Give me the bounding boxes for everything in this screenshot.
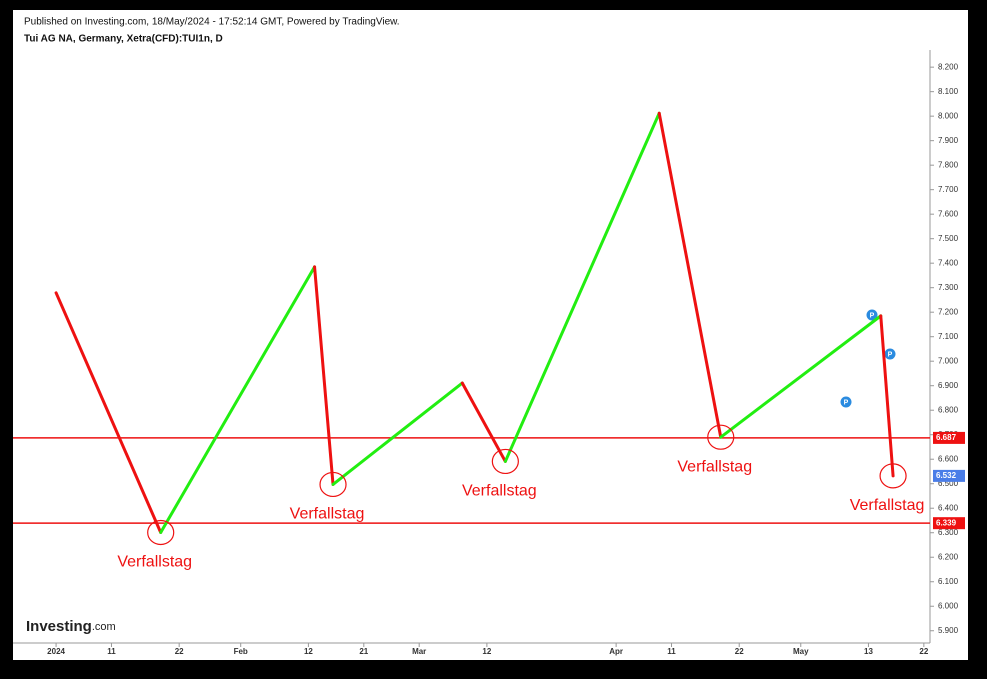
y-tick-label: 6.400 [938,503,959,512]
p-marker [884,348,896,360]
price-label-bg [933,517,965,530]
x-tick-label: Apr [609,647,623,656]
x-tick-label: 21 [359,647,368,656]
y-tick-label: 8.100 [938,87,959,96]
p-markers: P P P [840,309,896,408]
y-tick-label: 7.100 [938,332,959,341]
x-tick-label: 13 [864,647,873,656]
last-price-bg [933,469,965,482]
x-tick-label: 22 [919,647,928,656]
y-tick-label: 6.200 [938,552,959,561]
zigzag-segment [657,111,723,439]
chart-background [13,10,968,660]
y-tick-label: 7.200 [938,307,959,316]
p-marker-icon: P [844,399,849,406]
annotation-circle [707,424,735,450]
annotation-circle [491,448,519,475]
zigzag-segment [879,314,895,478]
annotation-label: Verfallstag [290,506,365,523]
y-tick-label: 6.500 [938,479,959,488]
x-tick-label: 11 [667,647,676,656]
y-tick-label: 7.300 [938,283,959,292]
x-tick-label: 12 [482,647,491,656]
y-tick-label: 6.300 [938,528,959,537]
logo-suffix: .com [92,621,116,633]
published-note: Published on Investing.com, 18/May/2024 … [24,17,400,28]
annotation-circle [319,471,347,498]
x-tick-label: Feb [234,647,248,656]
x-tick-label: 2024 [47,647,65,656]
price-label: 6.339 [936,518,957,527]
y-tick-label: 7.400 [938,258,959,267]
x-tick-label: 11 [107,647,116,656]
annotation-circle [879,463,907,489]
y-tick-label: 6.900 [938,381,959,390]
y-tick-label: 6.100 [938,577,959,586]
annotation-label: Verfallstag [850,497,925,514]
p-marker [840,396,852,408]
y-tick-label: 7.700 [938,185,959,194]
y-tick-label: 7.900 [938,136,959,145]
x-tick-label: 12 [304,647,313,656]
p-marker-icon: P [888,351,893,358]
zigzag-segment [331,381,464,486]
y-tick-label: 8.200 [938,62,959,71]
y-tick-label: 5.900 [938,626,959,635]
y-tick-label: 6.600 [938,454,959,463]
zigzag-segment [460,381,507,463]
annotation-label: Verfallstag [117,554,192,571]
zigzag-segment [503,111,661,463]
last-price-label: 6.532 [936,471,957,480]
chart-title: Tui AG NA, Germany, Xetra(CFD):TUI1n, D [24,34,223,45]
annotation-label: Verfallstag [677,458,752,475]
y-tick-label: 7.000 [938,356,959,365]
x-tick-label: 22 [175,647,184,656]
zigzag-segment [54,291,163,534]
annotation-label: Verfallstag [462,483,537,500]
p-marker [866,309,878,321]
logo-brand: Investing [26,618,92,635]
price-label: 6.687 [936,433,957,442]
y-tick-label: 7.800 [938,160,959,169]
x-tick-label: May [793,647,809,656]
zigzag-segment [313,265,335,486]
y-tick-label: 8.000 [938,111,959,120]
y-tick-label: 6.800 [938,405,959,414]
x-tick-label: 22 [735,647,744,656]
annotation-circle [147,519,175,546]
y-tick-label: 7.500 [938,234,959,243]
zigzag-segment [719,314,883,439]
zigzag-segment [159,265,317,534]
y-tick-label: 6.000 [938,601,959,610]
p-marker-icon: P [870,312,875,319]
y-tick-label: 7.600 [938,209,959,218]
logo: Investing.com [26,618,116,635]
price-label-bg [933,431,965,444]
x-tick-label: Mar [412,647,426,656]
